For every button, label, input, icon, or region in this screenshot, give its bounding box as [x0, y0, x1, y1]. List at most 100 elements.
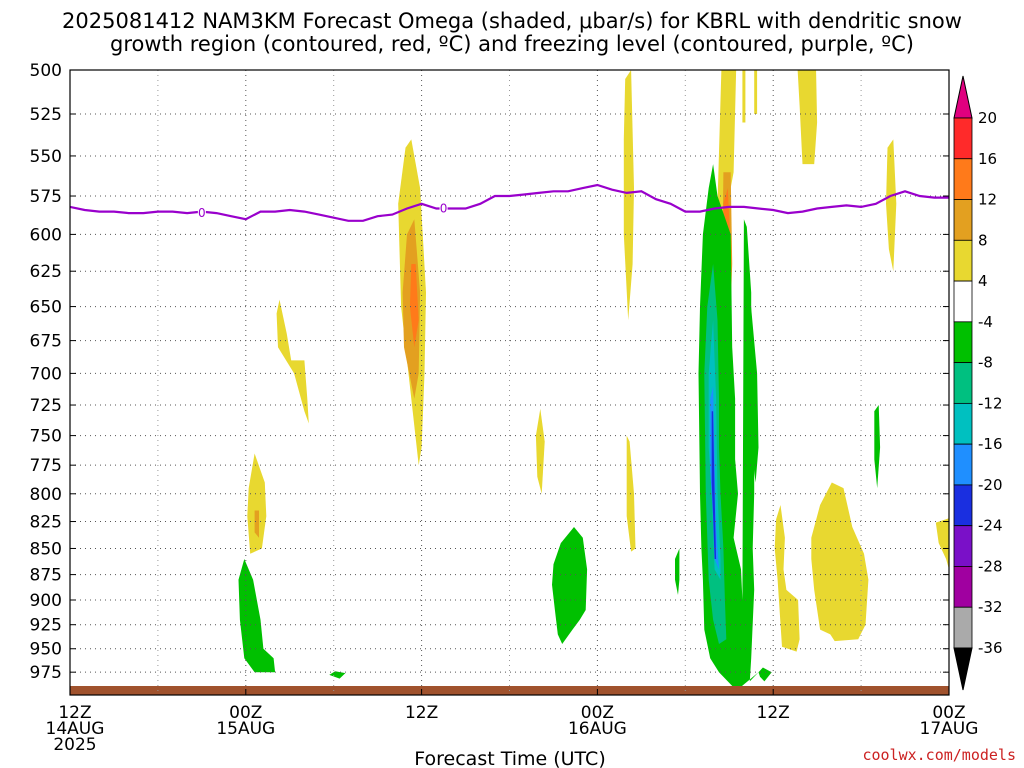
- y-tick-label-675: 675: [30, 332, 62, 352]
- y-tick-label-575: 575: [30, 187, 62, 207]
- colorbar-label-5: -4: [978, 313, 993, 331]
- colorbar-band-10: [953, 525, 973, 567]
- y-tick-label-925: 925: [30, 616, 62, 636]
- colorbar-label-12: -32: [978, 598, 1003, 616]
- colorbar-band-11: [953, 566, 973, 608]
- y-tick-label-875: 875: [30, 566, 62, 586]
- x-tick-label-48-0: 12Z: [757, 703, 790, 723]
- omega-region-13: [742, 70, 746, 123]
- y-tick-label-850: 850: [30, 539, 62, 559]
- x-tick-label-0-2: 2025: [53, 735, 96, 755]
- y-axis-ticks: 500 525 550 575 600 625 650 675 700 725 750 775 800 8…: [30, 61, 949, 683]
- omega-region-27: [329, 671, 346, 679]
- omega-region-8: [626, 435, 636, 552]
- y-tick-label-550: 550: [30, 147, 62, 167]
- colorbar-label-8: -16: [978, 435, 1003, 453]
- x-tick-label-0-0: 12Z: [58, 703, 91, 723]
- colorbar-band-2: [953, 199, 973, 241]
- colorbar-band-1: [953, 158, 973, 200]
- omega-region-7: [535, 408, 545, 494]
- y-tick-label-700: 700: [30, 364, 62, 384]
- y-tick-label-950: 950: [30, 640, 62, 660]
- y-tick-label-775: 775: [30, 456, 62, 476]
- omega-region-25: [552, 527, 588, 644]
- grid-lines: [70, 69, 949, 695]
- colorbar: 20 16 12 8 4 -4 -8 -12 -16 -20 -24 -28 -32 -36: [953, 75, 1003, 691]
- y-tick-label-975: 975: [30, 663, 62, 683]
- colorbar-band-3: [953, 239, 973, 282]
- colorbar-label-7: -12: [978, 394, 1003, 412]
- y-tick-label-500: 500: [30, 61, 62, 81]
- omega-region-2: [409, 264, 419, 348]
- y-tick-label-625: 625: [30, 262, 62, 282]
- colorbar-band-4: [953, 280, 973, 323]
- colorbar-band-12: [953, 606, 973, 649]
- freezing-level-line: [70, 183, 949, 222]
- omega-region-16: [886, 139, 897, 272]
- omega-region-6: [623, 70, 634, 321]
- omega-region-31: [711, 411, 717, 559]
- y-tick-label-600: 600: [30, 225, 62, 245]
- omega-region-3: [276, 299, 309, 424]
- y-tick-label-750: 750: [30, 427, 62, 447]
- colorbar-label-10: -24: [978, 517, 1003, 535]
- omega-region-22: [748, 292, 759, 483]
- x-tick-label-12-0: 00Z: [229, 703, 262, 723]
- colorbar-label-11: -28: [978, 557, 1003, 575]
- plot-frame: [69, 69, 950, 696]
- y-tick-label-525: 525: [30, 105, 62, 125]
- freezing-label-bg-0: [197, 207, 206, 220]
- x-tick-label-24-0: 12Z: [405, 703, 438, 723]
- y-tick-label-725: 725: [30, 396, 62, 416]
- colorbar-label-9: -20: [978, 476, 1003, 494]
- chart-title-line-2: growth region (contoured, red, ºC) and f…: [110, 32, 914, 56]
- colorbar-band-8: [953, 443, 973, 486]
- omega-region-23: [675, 548, 680, 595]
- x-tick-label-60-0: 00Z: [932, 703, 965, 723]
- x-tick-label-36-1: 16AUG: [568, 719, 627, 739]
- colorbar-label-4: 4: [978, 272, 988, 290]
- freezing-level-label-0: 0: [198, 206, 206, 220]
- omega-region-21: [758, 667, 772, 682]
- colorbar-label-3: 8: [978, 231, 988, 249]
- y-tick-label-800: 800: [30, 485, 62, 505]
- freezing-level-label-1: 0: [440, 201, 448, 215]
- chart-title-line-1: 2025081412 NAM3KM Forecast Omega (shaded…: [62, 9, 962, 33]
- x-tick-label-12-1: 15AUG: [216, 719, 275, 739]
- colorbar-band-0: [953, 117, 973, 160]
- x-tick-label-36-0: 00Z: [581, 703, 614, 723]
- x-axis-label: Forecast Time (UTC): [414, 748, 605, 768]
- omega-shading-layer: [238, 70, 949, 691]
- omega-region-18: [811, 482, 869, 642]
- omega-region-24: [874, 405, 881, 489]
- colorbar-label-13: -36: [978, 639, 1003, 657]
- omega-region-14: [754, 70, 758, 114]
- omega-region-5: [254, 510, 259, 538]
- colorbar-band-5: [953, 321, 973, 364]
- omega-region-29: [708, 320, 721, 580]
- x-tick-label-60-1: 17AUG: [920, 719, 979, 739]
- freezing-label-bg-1: [439, 202, 448, 215]
- credit-text: coolwx.com/models: [862, 746, 1016, 764]
- x-tick-label-0-1: 14AUG: [46, 719, 105, 739]
- colorbar-label-0: 20: [978, 109, 997, 127]
- colorbar-label-2: 12: [978, 191, 997, 209]
- omega-region-4: [247, 453, 267, 554]
- colorbar-band-6: [953, 362, 973, 404]
- colorbar-band-7: [953, 402, 973, 445]
- y-tick-label-825: 825: [30, 513, 62, 533]
- y-tick-label-900: 900: [30, 591, 62, 611]
- omega-region-17: [774, 505, 800, 652]
- colorbar-top-triangle: [953, 75, 973, 119]
- colorbar-bottom-triangle: [953, 647, 973, 691]
- colorbar-band-9: [953, 484, 973, 527]
- omega-region-26: [238, 559, 276, 673]
- colorbar-label-1: 16: [978, 150, 997, 168]
- colorbar-label-6: -8: [978, 354, 993, 372]
- y-tick-label-650: 650: [30, 298, 62, 318]
- omega-region-15: [797, 70, 818, 165]
- omega-region-19: [935, 518, 949, 570]
